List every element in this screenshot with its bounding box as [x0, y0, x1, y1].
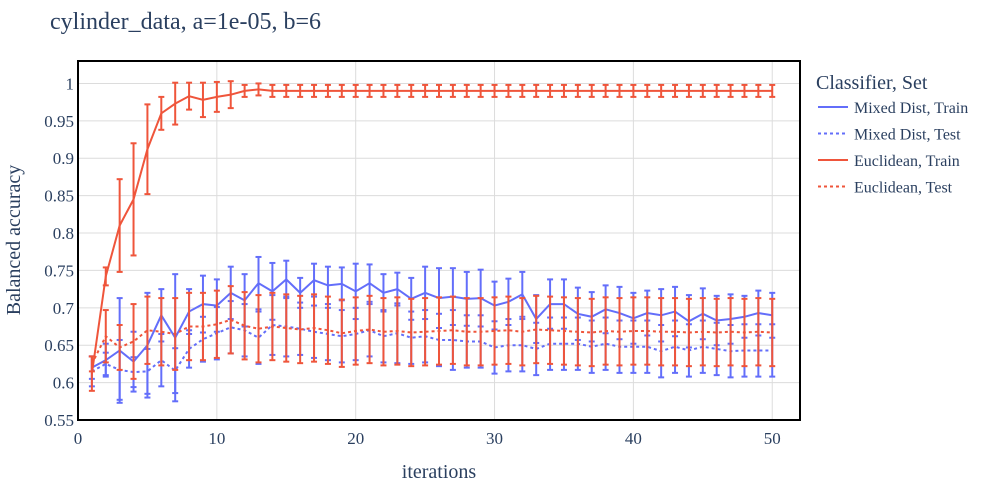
x-tick-label: 50	[764, 429, 781, 448]
x-tick-label: 10	[208, 429, 225, 448]
legend-title: Classifier, Set	[816, 72, 928, 94]
x-axis-title: iterations	[402, 461, 477, 483]
y-tick-label: 0.7	[53, 299, 75, 318]
y-tick-label: 0.55	[44, 411, 74, 430]
legend-item: Mixed Dist, Train	[818, 100, 968, 117]
y-tick-label: 0.95	[44, 112, 74, 131]
series-line	[90, 318, 773, 365]
y-tick-label: 1	[66, 74, 75, 93]
x-tick-label: 20	[347, 429, 364, 448]
x-axis: 0 10 20 30 40 50	[74, 429, 781, 448]
legend-label: Mixed Dist, Test	[854, 127, 961, 144]
x-tick-label: 0	[74, 429, 83, 448]
legend-item: Euclidean, Test	[818, 180, 953, 197]
legend-label: Euclidean, Test	[854, 180, 953, 197]
x-tick-label: 30	[486, 429, 503, 448]
plot-area	[88, 80, 776, 404]
legend-item: Euclidean, Train	[818, 153, 960, 170]
gridlines	[77, 61, 800, 421]
y-tick-label: 0.8	[53, 224, 74, 243]
x-tick-label: 40	[625, 429, 642, 448]
series-line	[91, 323, 773, 374]
plot-border	[77, 60, 801, 421]
y-tick-label: 0.9	[53, 149, 74, 168]
series-euclidean-train	[88, 80, 776, 392]
legend-item: Mixed Dist, Test	[818, 127, 961, 144]
legend-label: Euclidean, Train	[854, 153, 960, 170]
chart-title: cylinder_data, a=1e-05, b=6	[50, 9, 321, 35]
y-tick-label: 0.6	[53, 374, 74, 393]
error-bars	[88, 80, 776, 392]
y-axis-title: Balanced accuracy	[3, 165, 25, 315]
y-axis: 0.55 0.6 0.65 0.7 0.75 0.8 0.85 0.9 0.95 1	[44, 74, 74, 430]
y-tick-label: 0.75	[44, 261, 74, 280]
series-line	[90, 88, 773, 374]
y-tick-label: 0.65	[44, 336, 74, 355]
series-line	[91, 278, 773, 369]
legend-label: Mixed Dist, Train	[854, 100, 968, 117]
y-tick-label: 0.85	[44, 187, 74, 206]
legend: Classifier, Set Mixed Dist, Train Mixed D…	[816, 72, 968, 197]
series-euclidean-test	[88, 285, 776, 380]
